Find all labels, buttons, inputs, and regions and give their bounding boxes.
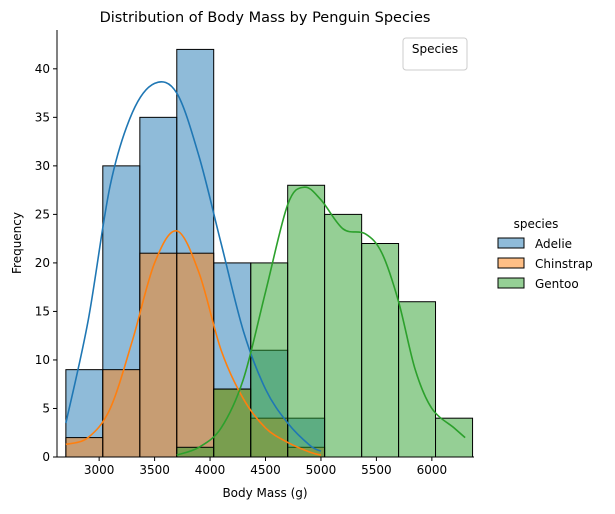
kde-line-chinstrap [65, 230, 322, 456]
plot-area [65, 48, 474, 458]
bar-gentoo [324, 213, 363, 458]
x-tick-label: 3500 [139, 463, 170, 477]
legend-swatch-gentoo [497, 277, 525, 289]
legend-swatch-adelie [497, 237, 525, 249]
bar-gentoo [213, 388, 252, 458]
y-axis: 0 5 10 15 20 25 30 35 40 [35, 30, 58, 464]
bar-chinstrap [102, 369, 141, 458]
y-tick-label: 10 [35, 353, 50, 367]
kde-line-gentoo [176, 186, 466, 456]
y-tick-label: 25 [35, 207, 50, 221]
legend-label-adelie: Adelie [535, 237, 572, 251]
legend-swatch-chinstrap [497, 257, 525, 269]
legend-title: species [514, 217, 559, 231]
x-tick-label: 3000 [84, 463, 115, 477]
bar-gentoo [250, 262, 289, 458]
inner-legend-frame [402, 37, 468, 71]
bar-gentoo [435, 417, 474, 458]
legend-label-chinstrap: Chinstrap [535, 257, 593, 271]
y-tick-label: 0 [42, 450, 50, 464]
bar-gentoo [287, 184, 326, 458]
series-gentoo-bars [176, 184, 474, 458]
chart-title: Distribution of Body Mass by Penguin Spe… [100, 10, 431, 26]
kde-line-adelie [65, 81, 322, 452]
y-tick-label: 35 [35, 110, 50, 124]
y-tick-label: 5 [42, 401, 50, 415]
inner-legend-title: Species [412, 42, 458, 56]
x-tick-label: 4000 [195, 463, 226, 477]
legend-label-gentoo: Gentoo [535, 277, 579, 291]
y-tick-label: 20 [35, 256, 50, 270]
x-axis-label: Body Mass (g) [222, 486, 307, 500]
x-axis: 3000 3500 4000 4500 5000 5500 6000 [57, 456, 474, 477]
x-tick-label: 5000 [306, 463, 337, 477]
outer-legend: species Adelie Chinstrap Gentoo [497, 217, 593, 291]
x-tick-label: 6000 [417, 463, 448, 477]
bar-gentoo [361, 243, 400, 458]
bar-chinstrap [176, 252, 215, 458]
x-tick-label: 5500 [361, 463, 392, 477]
y-axis-label: Frequency [10, 212, 24, 274]
y-tick-label: 15 [35, 304, 50, 318]
y-tick-label: 40 [35, 62, 50, 76]
inner-legend: Species [402, 37, 468, 71]
y-tick-label: 30 [35, 159, 50, 173]
x-tick-label: 4500 [250, 463, 281, 477]
bar-chinstrap [139, 252, 178, 458]
